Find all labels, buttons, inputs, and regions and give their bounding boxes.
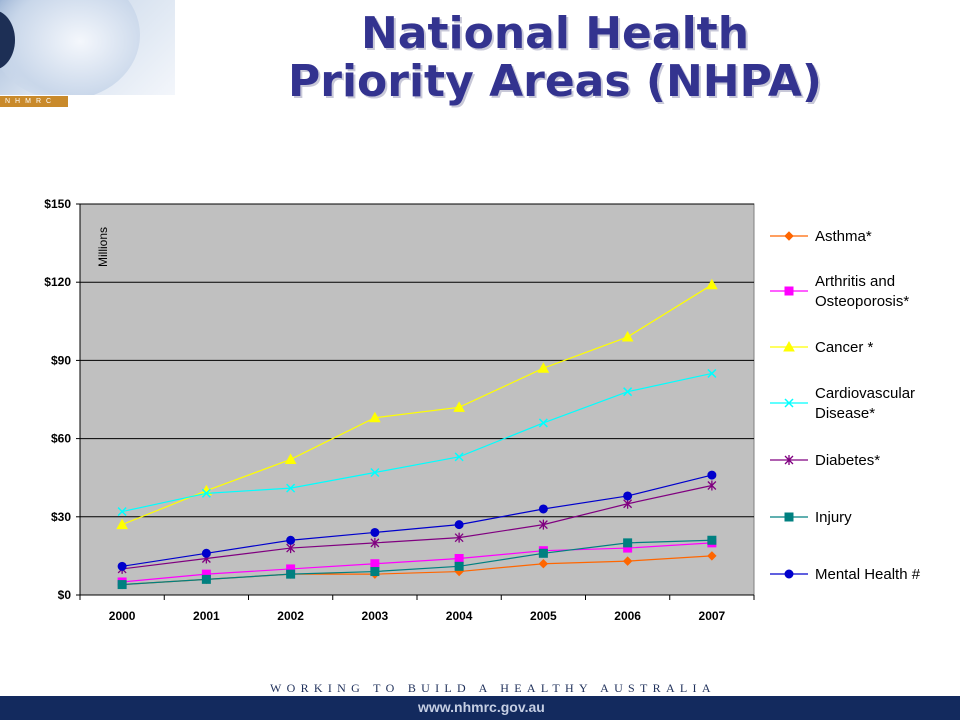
x-tick-label: 2006 (614, 609, 641, 623)
legend-label: Arthritis and Osteoporosis* (815, 273, 909, 310)
data-point (538, 519, 548, 530)
data-point (370, 559, 380, 569)
footer-bar: www.nhmrc.gov.au (0, 696, 960, 720)
data-point (454, 532, 464, 543)
data-point (201, 548, 211, 558)
data-point (454, 561, 464, 571)
legend-marker (784, 569, 794, 579)
data-point (454, 520, 464, 530)
legend-label-line: Arthritis and (815, 273, 895, 290)
legend-label: Cardiovascular Disease* (815, 385, 915, 422)
series-line (121, 284, 713, 526)
data-point (286, 535, 296, 545)
series-line (122, 539, 712, 586)
x-tick-label: 2005 (530, 609, 557, 623)
photo-face (0, 0, 140, 95)
series-line (122, 474, 713, 567)
x-tick-label: 2001 (193, 609, 220, 623)
title-line-1: National Health (360, 8, 750, 59)
page-title: National Health Priority Areas (NHPA) (230, 10, 880, 106)
legend-marker (784, 231, 794, 241)
photo-hair (0, 10, 15, 70)
legend-label-line: Disease* (815, 405, 875, 422)
data-point (707, 535, 717, 545)
data-point (201, 574, 211, 584)
plot-area (79, 203, 755, 596)
legend-label: Cancer * (815, 339, 874, 356)
data-point (201, 488, 211, 498)
data-point (369, 411, 381, 423)
data-point (286, 483, 296, 493)
y-tick-label: $150 (44, 197, 71, 211)
data-point (454, 554, 464, 564)
legend-marker (784, 286, 794, 296)
legend-label: Diabetes* (815, 452, 880, 469)
title-line-2: Priority Areas (NHPA) (288, 56, 822, 107)
series-line (121, 372, 713, 513)
data-point (623, 538, 633, 548)
legend-marker (783, 340, 795, 352)
y-tick-label: $0 (58, 588, 72, 602)
footer-tagline: WORKING TO BUILD A HEALTHY AUSTRALIA (270, 681, 716, 695)
legend-label-line: Cardiovascular (815, 385, 915, 402)
x-tick-label: 2003 (362, 609, 389, 623)
x-tick-label: 2004 (446, 609, 473, 623)
data-point (707, 368, 717, 378)
data-point (117, 580, 127, 590)
data-point (538, 559, 549, 569)
data-point (706, 278, 718, 290)
legend-label: Mental Health # (815, 566, 921, 583)
nhmrc-logo: NHMRC (0, 96, 68, 107)
y-tick-label: $60 (51, 432, 71, 446)
data-point (623, 491, 633, 501)
x-tick-label: 2002 (277, 609, 304, 623)
header-photo (0, 0, 175, 95)
legend-label-line: Mental Health # (815, 566, 921, 583)
x-tick-label: 2000 (109, 609, 136, 623)
y-tick-label: $120 (44, 275, 71, 289)
legend-label-line: Asthma* (815, 228, 872, 245)
data-point (538, 548, 548, 558)
data-point (284, 453, 297, 464)
data-point (538, 418, 548, 428)
data-point (622, 556, 633, 566)
series-line (122, 484, 713, 570)
legend-label-line: Injury (815, 509, 852, 526)
legend-label-line: Osteoporosis* (815, 293, 909, 310)
data-point (370, 527, 380, 537)
series-line (122, 542, 712, 583)
data-point (117, 507, 127, 517)
legend-label-line: Diabetes* (815, 452, 880, 469)
data-point (370, 567, 380, 577)
data-point (538, 504, 548, 514)
y-axis-label: Millions (96, 227, 110, 267)
footer-url[interactable]: www.nhmrc.gov.au (418, 699, 545, 715)
legend-label-line: Cancer * (815, 339, 874, 356)
data-point (370, 467, 380, 478)
legend-label: Asthma* (815, 228, 872, 245)
data-point (370, 537, 380, 548)
legend-label: Injury (815, 509, 852, 526)
data-point (537, 362, 550, 373)
y-tick-label: $30 (51, 510, 71, 524)
x-tick-label: 2007 (699, 609, 726, 623)
data-point (117, 561, 127, 571)
legend-marker (784, 512, 794, 522)
data-point (453, 401, 465, 412)
data-point (707, 470, 717, 480)
legend-marker (784, 455, 794, 465)
data-point (707, 551, 717, 561)
data-point (116, 518, 128, 530)
data-point (286, 569, 296, 579)
y-tick-label: $90 (51, 353, 71, 367)
legend-marker (784, 398, 794, 408)
data-point (623, 387, 633, 397)
data-point (454, 452, 464, 462)
data-point (621, 330, 634, 342)
data-point (707, 480, 717, 491)
